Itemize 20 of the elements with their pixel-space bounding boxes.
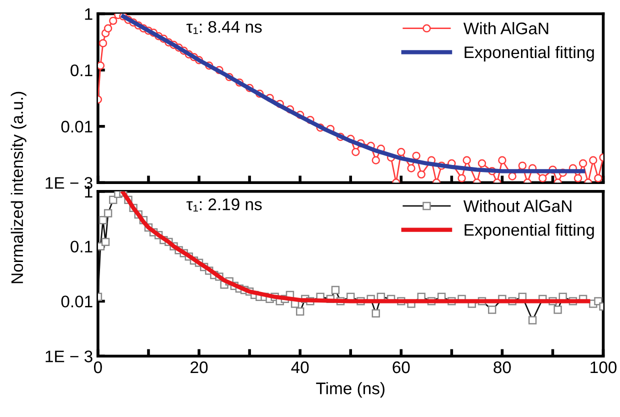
y-tick-label: 1E − 3	[46, 350, 92, 362]
annotation: τ₁: 8.44 ns	[186, 20, 262, 34]
y-tick-label: 0.01	[61, 296, 92, 308]
annotation: τ₁: 2.19 ns	[186, 198, 262, 212]
y-tick-label: 1	[85, 8, 92, 20]
x-tick-label: 100	[590, 361, 617, 374]
y-axis-title: Normalized intensity (a.u.)	[10, 92, 26, 284]
x-tick-label: 40	[291, 361, 309, 374]
legend-label: Exponential fitting	[464, 224, 594, 240]
legend-label: With AlGaN	[463, 22, 548, 34]
x-tick-label: 20	[190, 361, 208, 374]
y-tick-label: 0.01	[61, 120, 92, 133]
y-tick-label: 0.1	[70, 64, 92, 76]
x-tick-label: 60	[392, 361, 410, 374]
y-tick-label: 0.1	[70, 240, 92, 253]
x-tick-label: 80	[494, 361, 511, 374]
x-tick-label: 0	[94, 361, 102, 374]
legend-label: Without AlGaN	[463, 200, 572, 212]
x-axis-title: Time (ns)	[316, 382, 384, 398]
legend-label: Exponential fitting	[464, 46, 594, 62]
